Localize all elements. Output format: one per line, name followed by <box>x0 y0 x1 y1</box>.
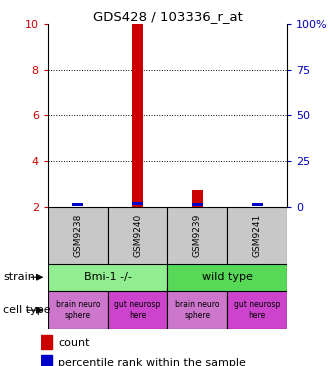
Bar <box>41 355 52 366</box>
FancyBboxPatch shape <box>48 207 108 264</box>
FancyBboxPatch shape <box>227 207 287 264</box>
Text: wild type: wild type <box>202 272 253 282</box>
Bar <box>132 24 143 207</box>
Text: GSM9240: GSM9240 <box>133 213 142 257</box>
Bar <box>192 203 203 206</box>
Text: brain neuro
sphere: brain neuro sphere <box>55 300 100 320</box>
Bar <box>41 335 52 349</box>
Bar <box>227 291 287 329</box>
Text: gut neurosp
here: gut neurosp here <box>234 300 280 320</box>
Text: brain neuro
sphere: brain neuro sphere <box>175 300 220 320</box>
Bar <box>252 203 263 206</box>
Bar <box>132 202 143 205</box>
Bar <box>48 264 168 291</box>
Text: cell type: cell type <box>3 305 51 315</box>
Text: Bmi-1 -/-: Bmi-1 -/- <box>84 272 132 282</box>
Bar <box>168 291 227 329</box>
Text: GSM9241: GSM9241 <box>253 213 262 257</box>
Bar <box>48 291 108 329</box>
Bar <box>192 190 203 207</box>
Text: strain: strain <box>3 272 35 282</box>
FancyBboxPatch shape <box>168 207 227 264</box>
FancyBboxPatch shape <box>108 207 168 264</box>
Text: count: count <box>58 337 89 347</box>
Title: GDS428 / 103336_r_at: GDS428 / 103336_r_at <box>92 10 243 23</box>
Bar <box>168 264 287 291</box>
Text: GSM9238: GSM9238 <box>73 213 82 257</box>
Bar <box>108 291 167 329</box>
Text: gut neurosp
here: gut neurosp here <box>115 300 161 320</box>
Text: percentile rank within the sample: percentile rank within the sample <box>58 358 246 366</box>
Bar <box>72 203 83 206</box>
Text: GSM9239: GSM9239 <box>193 213 202 257</box>
